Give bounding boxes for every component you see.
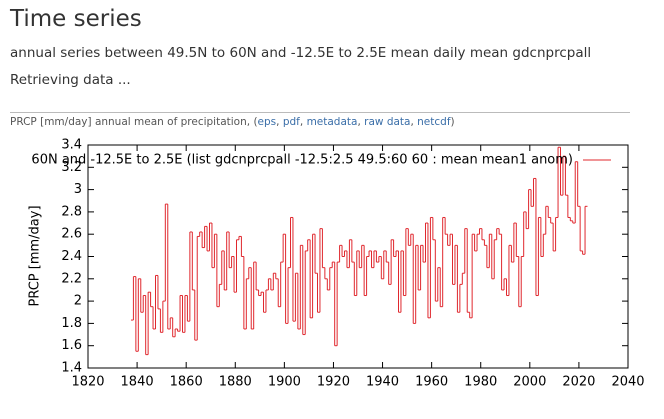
link[interactable]: eps — [257, 116, 277, 128]
y-axis-label: PRCP [mm/day] — [28, 205, 43, 306]
y-tick-label: 2.6 — [61, 227, 82, 242]
y-tick-label: 2 — [74, 294, 82, 309]
caption-text: PRCP [mm/day] annual mean of precipitati… — [10, 116, 254, 128]
caption-text: ( — [253, 116, 258, 128]
y-tick-label: 2.8 — [61, 204, 82, 219]
divider — [10, 112, 630, 113]
caption-text: , — [276, 116, 283, 128]
y-tick-label: 3.4 — [61, 138, 82, 153]
step-riser — [132, 147, 586, 355]
y-tick-label: 1.8 — [61, 316, 82, 331]
caption-text: , — [410, 116, 418, 128]
link[interactable]: raw data — [364, 116, 411, 128]
caption-text: , — [299, 116, 307, 128]
x-tick-label: 1900 — [268, 375, 301, 390]
y-tick-label: 1.4 — [61, 361, 82, 376]
status: Retrieving data ... — [10, 72, 131, 88]
y-tick-label: 3.2 — [61, 160, 82, 175]
link[interactable]: metadata — [306, 116, 358, 128]
legend-label: 60N and -12.5E to 2.5E (list gdcnprcpall… — [31, 153, 573, 168]
x-tick-label: 2040 — [611, 375, 644, 390]
x-tick-label: 1920 — [317, 375, 350, 390]
page-title: Time series — [10, 6, 142, 32]
caption-text: , — [357, 116, 365, 128]
y-tick-label: 2.4 — [61, 249, 82, 264]
x-tick-label: 2000 — [513, 375, 546, 390]
plot-frame — [87, 144, 629, 369]
subtitle: annual series between 49.5N to 60N and -… — [10, 45, 592, 61]
x-tick-label: 1880 — [219, 375, 252, 390]
x-tick-label: 1860 — [170, 375, 203, 390]
x-tick-label: 1840 — [121, 375, 154, 390]
x-tick-label: 1960 — [415, 375, 448, 390]
caption-text: ) — [450, 116, 455, 128]
y-tick-label: 1.6 — [61, 338, 82, 353]
x-tick-label: 2020 — [562, 375, 595, 390]
x-tick-label: 1820 — [71, 375, 104, 390]
y-tick-label: 3 — [74, 182, 82, 197]
link[interactable]: pdf — [282, 116, 300, 128]
x-tick-label: 1980 — [464, 375, 497, 390]
link[interactable]: netcdf — [417, 116, 451, 128]
y-tick-label: 2.2 — [61, 271, 82, 286]
plot-area — [130, 146, 588, 356]
caption: PRCP [mm/day] annual mean of precipitati… — [10, 116, 455, 128]
x-tick-label: 1940 — [366, 375, 399, 390]
